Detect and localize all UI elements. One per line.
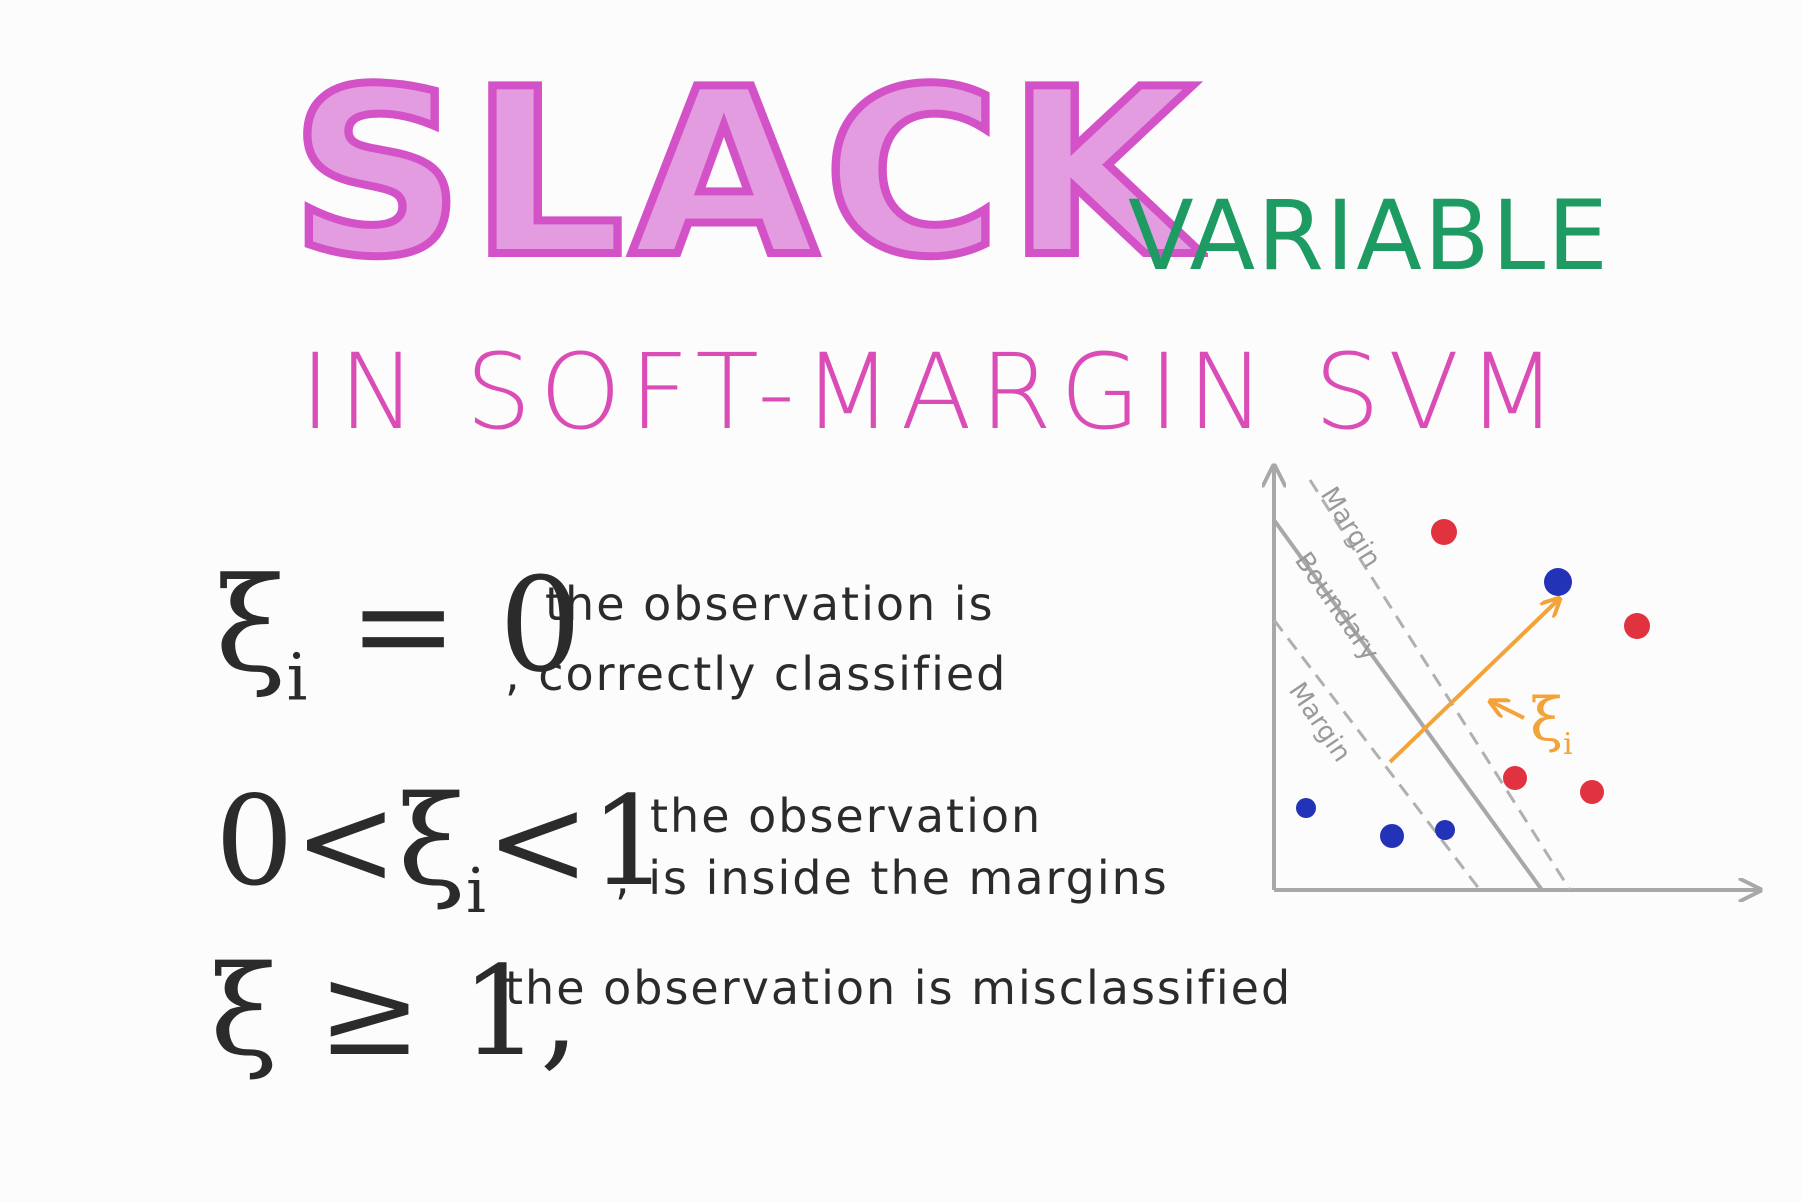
rule-1-formula-main: ξ	[215, 549, 287, 701]
rule-1-formula-rest: = 0	[348, 549, 582, 701]
red-point	[1503, 766, 1527, 790]
slack-arrow	[1388, 600, 1558, 764]
decision-boundary	[1272, 518, 1544, 892]
subtitle: IN SOFT-MARGIN SVM	[300, 331, 1566, 453]
rule-1-formula: ξi = 0	[215, 560, 582, 710]
xi-symbol: ξ	[1530, 685, 1563, 755]
rule-2-formula: 0<ξi<1	[215, 780, 669, 922]
margin-line-lower	[1272, 619, 1482, 891]
rule-2-formula-sub: i	[466, 853, 486, 927]
rule-3-formula: ξ ≥ 1,	[210, 950, 579, 1074]
rule-1-formula-sub: i	[286, 640, 308, 716]
rule-3-line-1: the observation is misclassified	[505, 961, 1293, 1015]
rule-2-formula-main: 0<ξ	[215, 770, 467, 914]
margin-line-upper	[1308, 479, 1572, 891]
xi-subscript: i	[1563, 727, 1573, 762]
blue-point	[1380, 824, 1404, 848]
red-point	[1431, 519, 1457, 545]
rule-1-line-1: the observation is	[545, 577, 995, 631]
svm-diagram: Margin Boundary Margin ξi	[1230, 450, 1790, 920]
label-margin-top: Margin	[1314, 482, 1387, 573]
rule-2-line-2: , is inside the margins	[615, 851, 1169, 905]
blue-point	[1544, 568, 1572, 596]
rule-1-line-2: , correctly classified	[505, 647, 1008, 701]
label-margin-bottom: Margin	[1282, 677, 1357, 767]
rule-3-formula-rest: ,	[539, 940, 580, 1084]
rule-3-formula-main: ξ ≥ 1	[210, 940, 540, 1084]
xi-label: ξi	[1530, 685, 1573, 762]
red-point	[1624, 613, 1650, 639]
title-variable: VARIABLE	[1128, 180, 1610, 292]
red-point	[1580, 780, 1604, 804]
rule-2-formula-rest: <1	[485, 770, 669, 914]
rule-2-line-1: the observation	[650, 789, 1043, 843]
blue-point	[1435, 820, 1455, 840]
slack-pointer-arrow	[1492, 702, 1525, 720]
title-slack: SLACK	[286, 41, 1201, 308]
blue-point	[1296, 798, 1316, 818]
